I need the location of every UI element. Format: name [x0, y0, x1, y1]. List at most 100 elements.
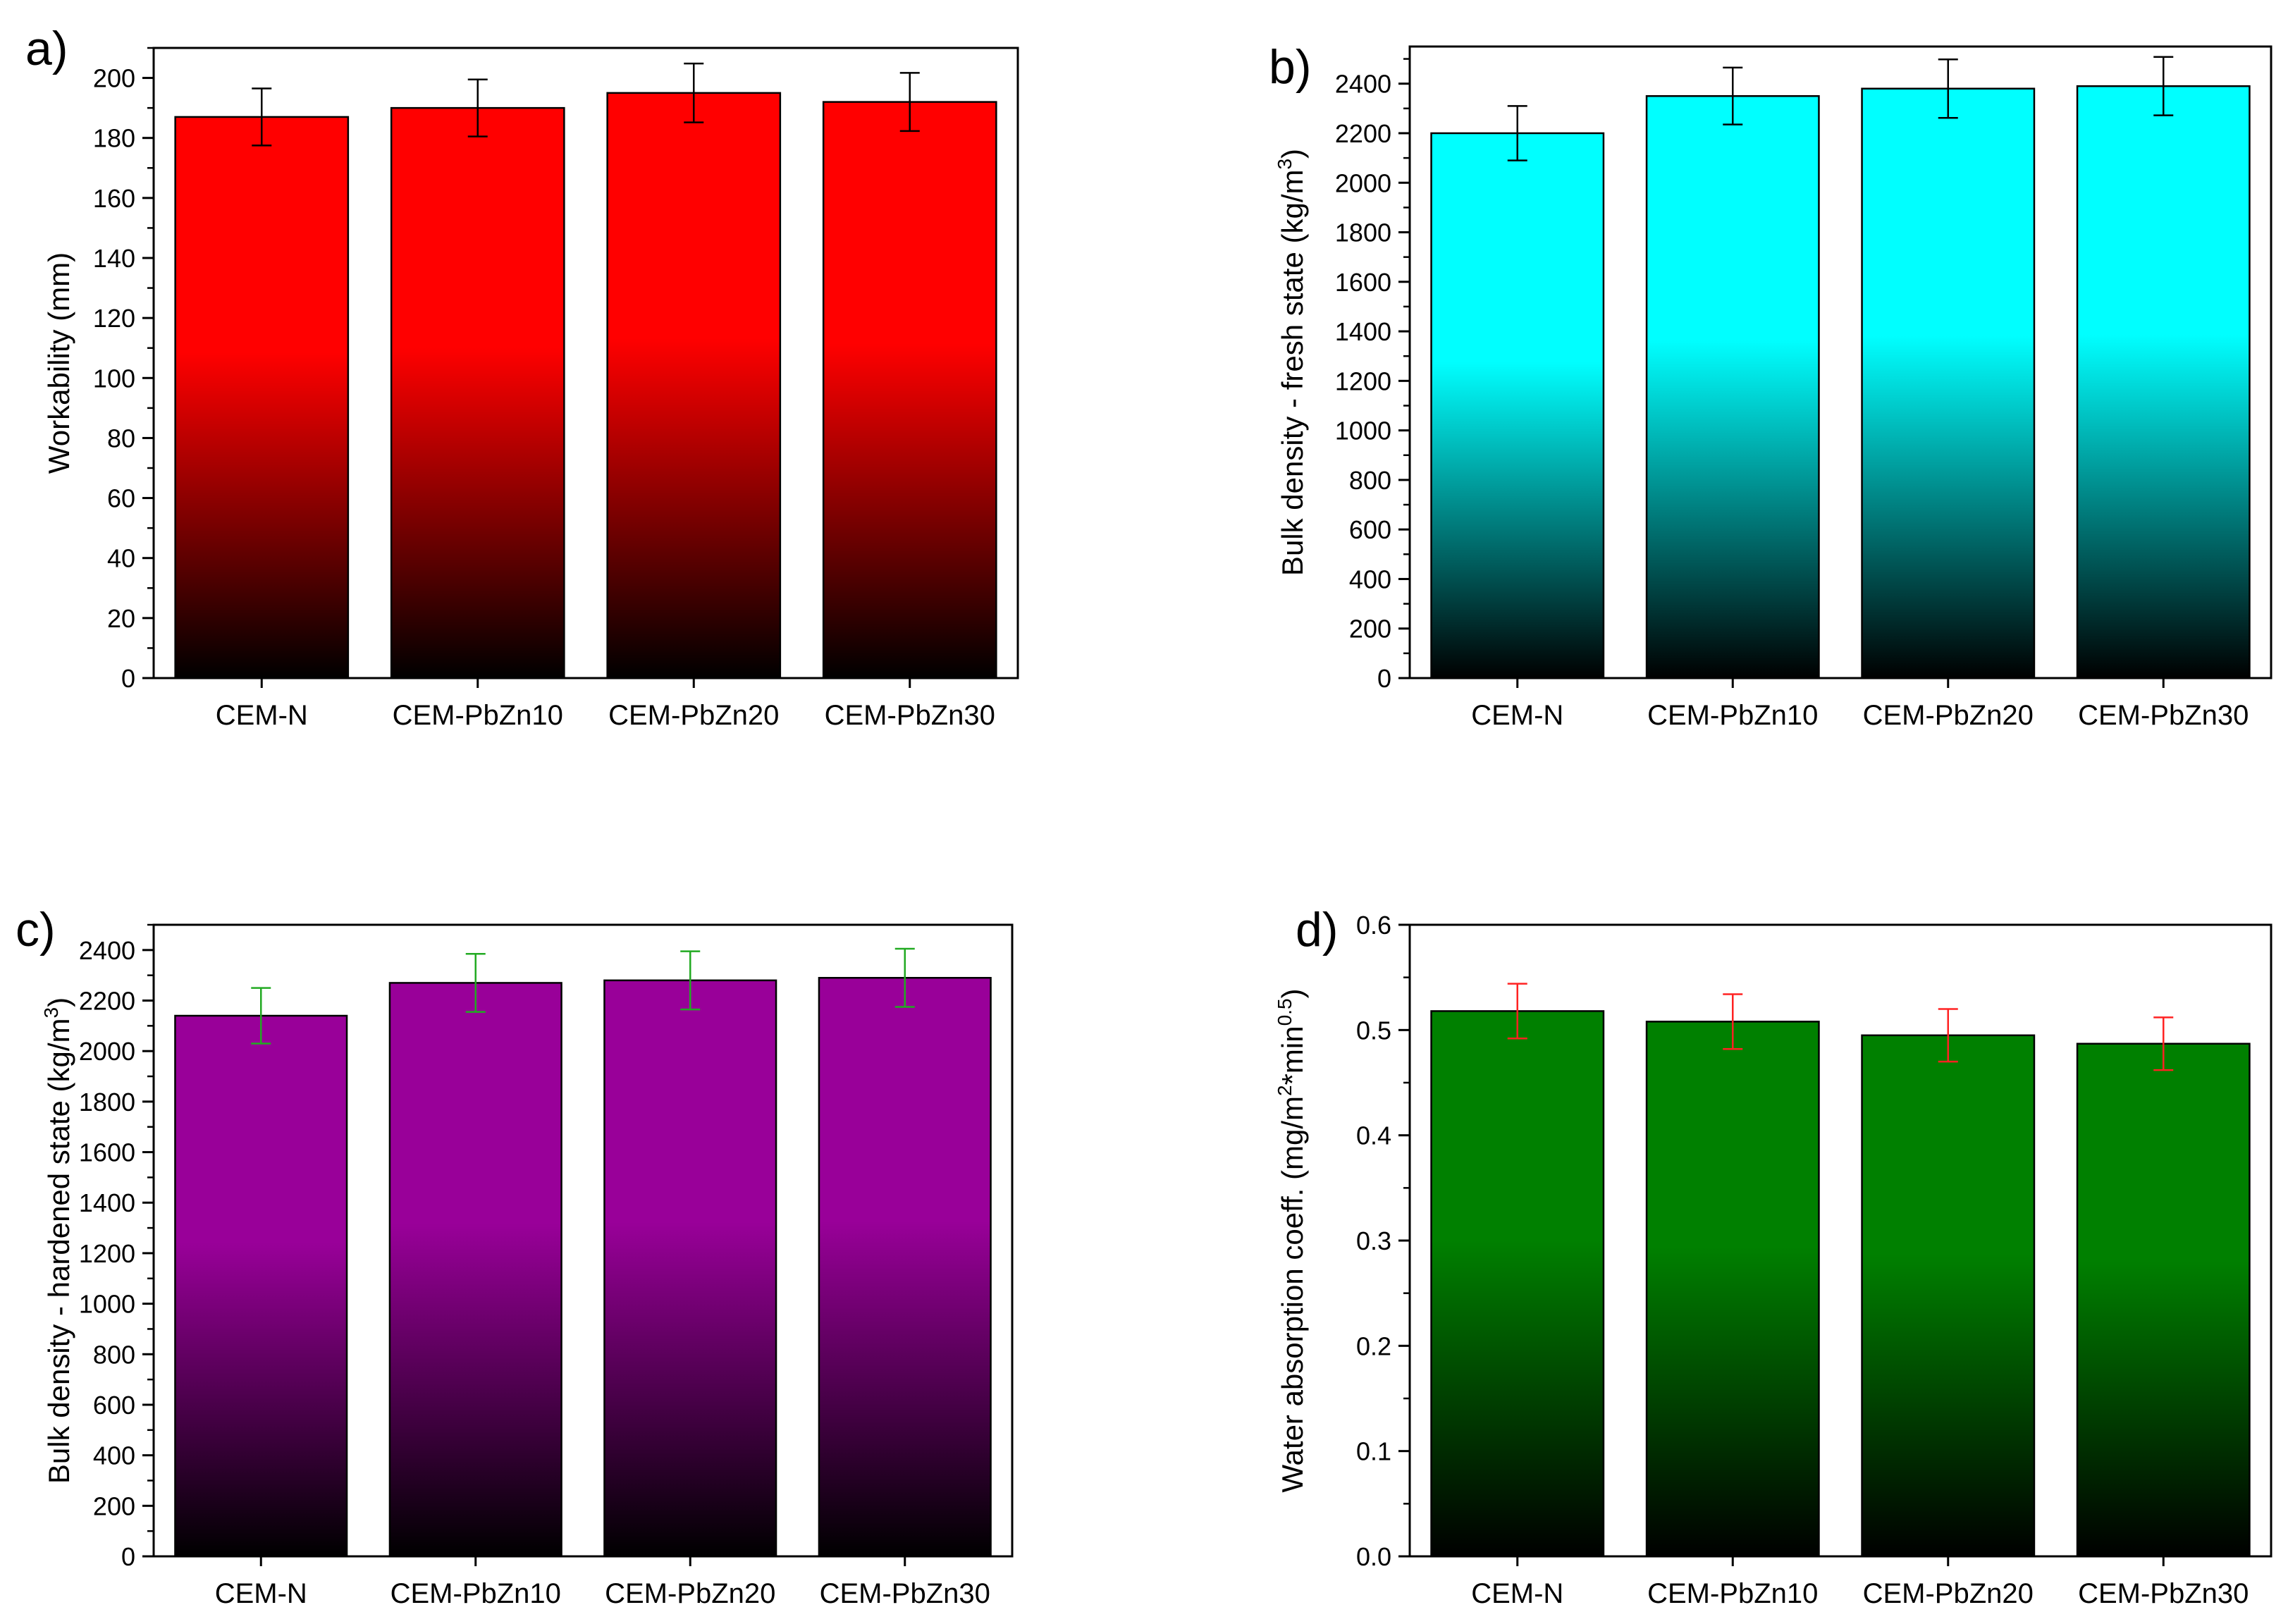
bar-cem-pbzn10: [388, 982, 562, 1558]
x-tick-label: CEM-N: [215, 1578, 307, 1609]
y-tick-label: 1200: [1335, 367, 1391, 395]
y-tick-label: 0.6: [1356, 911, 1391, 940]
y-axis-title: Water absorption coeff. (mg/m2*min0.5): [1274, 988, 1309, 1492]
bar-cem-pbzn30: [2076, 85, 2251, 679]
x-tick-label: CEM-N: [216, 700, 308, 731]
y-tick-label: 200: [1349, 615, 1391, 644]
bar-cem-pbzn20: [606, 92, 782, 679]
x-tick-label: CEM-PbZn30: [2078, 700, 2249, 731]
bar-cem-pbzn20: [603, 979, 777, 1558]
y-tick-label: 600: [1349, 515, 1391, 544]
x-tick-label: CEM-PbZn30: [2078, 1578, 2249, 1609]
y-tick-label: 600: [93, 1391, 135, 1420]
y-tick-label: 0.5: [1356, 1016, 1391, 1045]
error-bar-cem-n: [251, 987, 271, 1045]
error-bar-cem-pbzn30: [899, 72, 920, 133]
y-tick-label: 400: [93, 1441, 135, 1470]
panel-label: a): [25, 22, 68, 75]
error-bar-cem-pbzn30: [2153, 1016, 2174, 1071]
y-tick-label: 1600: [1335, 268, 1391, 297]
bar-cem-n: [174, 1014, 348, 1558]
y-tick-label: 20: [107, 604, 135, 633]
bar-cem-n: [1430, 1010, 1605, 1558]
y-tick-label: 160: [93, 184, 135, 213]
y-tick-label: 2400: [79, 936, 135, 965]
error-bar-cem-n: [252, 87, 272, 147]
chart-panel-3: 0 200 400 600 800 1000 1200 1400 1600 1800 2000 220…: [16, 903, 1014, 1609]
plot-frame: [152, 923, 1014, 1558]
x-tick-label: CEM-PbZn10: [1647, 700, 1818, 731]
x-tick-label: CEM-N: [1471, 700, 1563, 731]
chart-panel-4: 0.0 0.1 0.2 0.3 0.4 0.5 0.6 CEM-N CEM-PbZn10 CEM-…: [1274, 903, 2272, 1609]
x-tick-label: CEM-PbZn10: [1647, 1578, 1818, 1609]
x-tick-label: CEM-PbZn30: [820, 1578, 990, 1609]
error-bar-cem-n: [1507, 105, 1527, 161]
y-tick-label: 0.2: [1356, 1331, 1391, 1360]
y-tick-label: 120: [93, 304, 135, 333]
error-bar-cem-pbzn30: [2153, 56, 2174, 116]
y-tick-label: 140: [93, 244, 135, 273]
y-tick-label: 60: [107, 484, 135, 513]
y-tick-label: 0.3: [1356, 1226, 1391, 1255]
y-axis-title: Bulk density - fresh state (kg/m3): [1274, 149, 1309, 576]
y-tick-label: 1800: [79, 1088, 135, 1116]
y-tick-label: 2200: [79, 987, 135, 1016]
y-tick-label: 1000: [79, 1290, 135, 1319]
y-tick-label: 180: [93, 124, 135, 153]
bar-cem-pbzn10: [1645, 95, 1820, 679]
bar-cem-pbzn30: [818, 977, 992, 1558]
y-tick-label: 1800: [1335, 219, 1391, 247]
panel-label: c): [16, 903, 56, 956]
y-tick-label: 1400: [1335, 317, 1391, 346]
y-tick-label: 200: [93, 64, 135, 93]
y-tick-label: 40: [107, 544, 135, 573]
y-tick-label: 0: [1377, 664, 1391, 693]
y-tick-label: 2000: [1335, 168, 1391, 197]
y-tick-label: 2000: [79, 1037, 135, 1066]
y-tick-label: 2400: [1335, 70, 1391, 99]
y-tick-label: 800: [1349, 466, 1391, 495]
bar-cem-pbzn20: [1861, 87, 2036, 679]
plot-frame: [1408, 45, 2272, 679]
x-tick-label: CEM-PbZn10: [390, 1578, 561, 1609]
bar-cem-n: [174, 116, 350, 679]
panel-label: d): [1296, 903, 1338, 956]
bar-cem-pbzn20: [1861, 1034, 2036, 1558]
x-tick-label: CEM-PbZn20: [605, 1578, 775, 1609]
bar-cem-pbzn30: [822, 101, 997, 679]
error-bar-cem-pbzn10: [467, 78, 488, 137]
error-bar-cem-pbzn10: [465, 952, 486, 1013]
y-tick-label: 400: [1349, 565, 1391, 593]
y-tick-label: 1000: [1335, 417, 1391, 445]
y-axis-title: Workability (mm): [42, 252, 75, 474]
y-tick-label: 0.4: [1356, 1121, 1391, 1150]
error-bar-cem-pbzn20: [1938, 1008, 1958, 1063]
y-tick-label: 0.1: [1356, 1437, 1391, 1466]
x-tick-label: CEM-PbZn30: [825, 700, 995, 731]
y-tick-label: 200: [93, 1491, 135, 1520]
error-bar-cem-pbzn20: [684, 62, 704, 123]
y-tick-label: 1400: [79, 1188, 135, 1217]
x-tick-label: CEM-N: [1471, 1578, 1563, 1609]
y-tick-label: 100: [93, 364, 135, 393]
y-tick-label: 80: [107, 424, 135, 453]
x-tick-label: CEM-PbZn20: [1863, 700, 2034, 731]
bar-cem-n: [1430, 132, 1605, 679]
chart-panel-1: 0 20 40 60 80 100 120 140 160 180 200 CEM-N CEM-PbZn…: [25, 22, 1019, 731]
error-bar-cem-pbzn10: [1723, 993, 1743, 1050]
chart-panel-2: 0 200 400 600 800 1000 1200 1400 1600 1800 2000 220…: [1269, 40, 2272, 731]
bar-cem-pbzn10: [390, 106, 565, 679]
x-tick-label: CEM-PbZn10: [393, 700, 563, 731]
x-tick-label: CEM-PbZn20: [608, 700, 779, 731]
y-tick-label: 0.0: [1356, 1542, 1391, 1571]
y-axis-title: Bulk density - hardened state (kg/m3): [40, 997, 75, 1484]
x-tick-label: CEM-PbZn20: [1863, 1578, 2034, 1609]
panel-label: b): [1269, 40, 1311, 94]
y-tick-label: 1200: [79, 1239, 135, 1268]
y-tick-label: 0: [121, 664, 135, 693]
error-bar-cem-pbzn10: [1723, 66, 1743, 125]
error-bar-cem-n: [1507, 983, 1527, 1040]
error-bar-cem-pbzn20: [680, 950, 701, 1011]
y-tick-label: 800: [93, 1340, 135, 1369]
